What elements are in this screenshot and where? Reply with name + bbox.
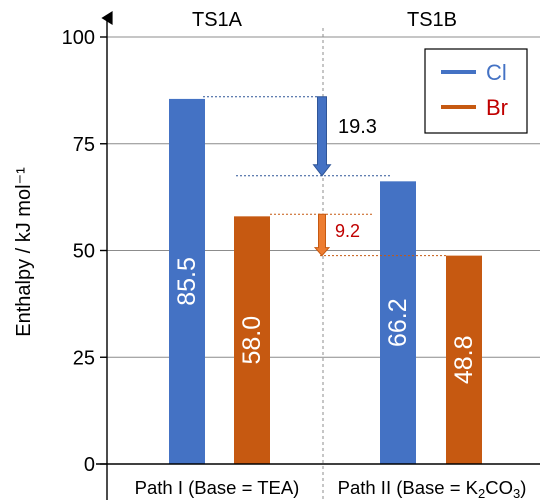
x-label-text: CO	[485, 477, 513, 498]
x-category-label: Path I (Base = TEA)	[135, 477, 300, 498]
bar-value-label: 58.0	[238, 316, 266, 365]
x-label-text: Path II (Base = K	[338, 477, 479, 498]
difference-arrow	[313, 213, 331, 257]
y-tick-label: 100	[62, 27, 95, 49]
bar-ts1a-cl	[169, 98, 205, 464]
x-label-subscript: 3	[513, 486, 520, 501]
group-title: TS1B	[407, 9, 457, 31]
y-tick-label: 50	[73, 241, 95, 263]
axes	[96, 11, 540, 500]
legend: Cl Br	[424, 48, 528, 134]
group-title: TS1A	[192, 9, 243, 31]
bar-value-label: 48.8	[450, 335, 478, 384]
chart-text: 0 25 50 75 100 85.5 58.0 TS1A 66.2 48.8 TS1B Path I…	[13, 9, 526, 501]
legend-label-cl: Cl	[486, 60, 507, 85]
difference-annotations	[203, 96, 447, 257]
bar-value-label: 85.5	[173, 257, 201, 306]
legend-box	[424, 48, 528, 134]
x-label-subscript: 2	[478, 486, 485, 501]
bar-ts1b-cl	[380, 181, 416, 465]
legend-label-br: Br	[486, 95, 508, 120]
difference-label: 19.3	[338, 116, 377, 138]
y-axis-label: Enthalpy / kJ mol⁻¹	[13, 167, 35, 337]
y-tick-label: 25	[73, 347, 95, 369]
difference-arrow	[312, 96, 332, 177]
x-category-label: Path II (Base = K2CO3)	[338, 477, 527, 501]
bars	[169, 98, 482, 465]
bar-ts1b-br	[446, 255, 482, 464]
y-tick-label: 75	[73, 134, 95, 156]
difference-label: 9.2	[335, 221, 360, 241]
y-tick-label: 0	[84, 454, 95, 476]
x-label-text: )	[520, 477, 526, 498]
bar-ts1a-br	[234, 216, 270, 464]
bar-value-label: 66.2	[384, 298, 412, 347]
